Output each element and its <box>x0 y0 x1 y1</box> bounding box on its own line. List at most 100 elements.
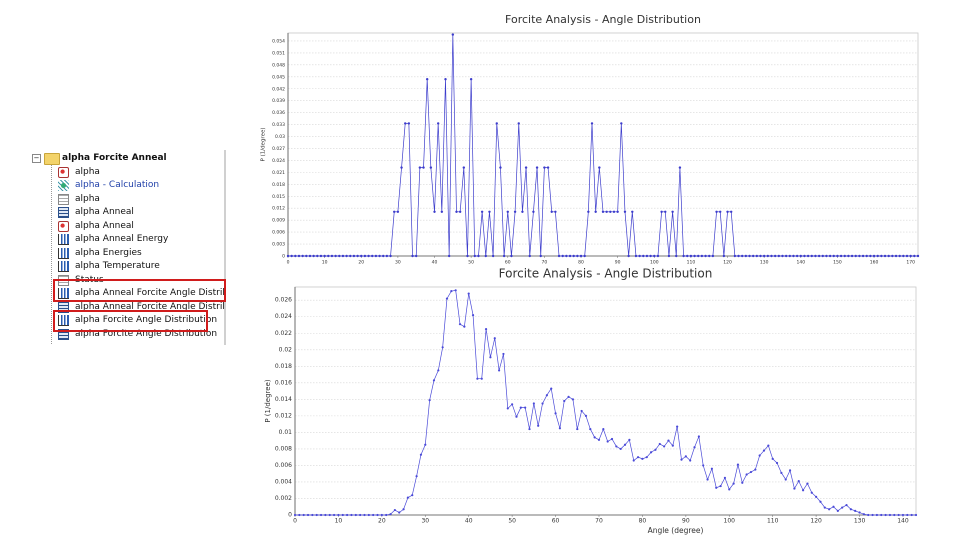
data-point <box>286 254 290 258</box>
data-point <box>905 254 909 258</box>
y-axis-label: P (1/degree) <box>261 128 267 162</box>
data-point <box>792 254 795 258</box>
data-point <box>367 513 370 517</box>
x-tick-label: 10 <box>335 518 343 525</box>
y-tick-label: 0.027 <box>272 146 285 152</box>
x-tick-label: 70 <box>542 260 548 266</box>
y-tick-label: 0.024 <box>275 313 292 320</box>
data-point <box>385 254 389 258</box>
tree-item-label: alpha <box>75 194 100 204</box>
data-point <box>836 509 839 512</box>
data-point <box>406 496 410 499</box>
data-point <box>693 254 696 258</box>
x-tick-label: 150 <box>833 260 842 266</box>
data-point <box>901 513 905 517</box>
data-point <box>766 254 770 258</box>
data-point <box>839 254 843 258</box>
data-point <box>803 254 806 258</box>
data-point <box>806 482 809 485</box>
data-point <box>708 254 711 258</box>
data-point <box>815 495 818 498</box>
data-point <box>678 166 682 169</box>
data-point <box>784 254 788 258</box>
data-point <box>606 440 609 443</box>
data-point <box>363 513 366 517</box>
data-point <box>350 513 353 517</box>
data-point <box>894 254 898 258</box>
data-point <box>740 254 744 258</box>
data-point <box>638 254 641 258</box>
data-point <box>645 456 648 459</box>
data-point <box>684 455 687 458</box>
y-tick-label: 0.033 <box>272 122 285 128</box>
data-point <box>301 254 304 258</box>
x-tick-label: 20 <box>378 518 386 525</box>
data-point <box>748 254 751 258</box>
data-point <box>337 513 340 517</box>
data-point <box>726 210 729 213</box>
data-point <box>402 508 405 511</box>
data-point <box>489 356 492 359</box>
x-tick-label: 30 <box>421 518 429 525</box>
x-tick-label: 80 <box>639 518 647 525</box>
plot-area <box>287 32 919 257</box>
data-point <box>389 254 392 258</box>
data-point <box>404 122 407 125</box>
data-point <box>631 210 634 213</box>
data-point <box>602 427 605 431</box>
data-point <box>758 454 761 457</box>
data-line <box>288 34 918 257</box>
y-tick-label: 0.018 <box>272 182 285 188</box>
data-point <box>332 513 336 517</box>
chart-title: Forcite Analysis - Angle Distribution <box>499 267 713 281</box>
data-point <box>875 513 879 517</box>
data-point <box>476 377 479 380</box>
data-point <box>736 463 740 466</box>
data-point <box>535 166 539 169</box>
data-point <box>458 323 462 326</box>
y-tick-label: 0.015 <box>272 194 285 200</box>
data-point <box>521 210 524 213</box>
data-point <box>788 254 792 258</box>
data-point <box>642 254 645 258</box>
data-point <box>341 254 345 258</box>
x-tick-label: 100 <box>650 260 659 266</box>
plot-area <box>294 286 917 516</box>
data-point <box>620 122 623 125</box>
data-point <box>902 254 905 258</box>
data-point <box>781 254 784 258</box>
chart-title: Forcite Analysis - Angle Distribution <box>505 13 701 26</box>
highlight-box <box>53 279 226 302</box>
data-point <box>601 210 605 213</box>
data-point <box>415 475 418 478</box>
data-point <box>367 254 370 258</box>
data-point <box>609 210 612 213</box>
data-point <box>389 513 392 516</box>
data-point <box>580 409 583 413</box>
data-point <box>458 210 462 213</box>
data-point <box>680 458 683 461</box>
data-point <box>843 254 846 258</box>
data-point <box>567 395 570 398</box>
data-point <box>867 513 870 517</box>
data-point <box>612 210 616 213</box>
data-point <box>480 210 484 213</box>
data-point <box>450 290 453 293</box>
y-tick-label: 0.003 <box>272 242 285 248</box>
x-tick-label: 110 <box>767 518 779 525</box>
data-point <box>744 254 748 258</box>
x-tick-label: 10 <box>322 260 328 266</box>
data-point <box>832 254 835 258</box>
data-point <box>676 425 679 428</box>
data-point <box>593 436 596 439</box>
data-point <box>710 467 713 470</box>
data-point <box>385 513 388 517</box>
data-point <box>414 254 418 258</box>
data-point <box>328 513 331 517</box>
data-point <box>667 254 671 258</box>
data-point <box>702 464 705 467</box>
data-point <box>598 166 601 169</box>
data-point <box>502 352 505 356</box>
y-tick-label: 0 <box>288 512 292 519</box>
